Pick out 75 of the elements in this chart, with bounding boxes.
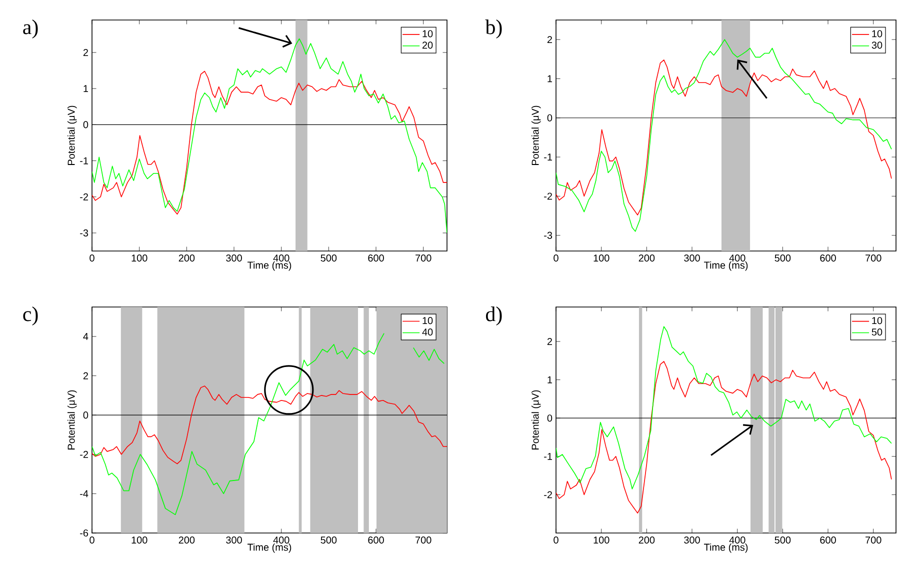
x-tick-label: 700	[866, 254, 882, 262]
x-tick-label: 300	[226, 254, 242, 262]
x-tick-label: 200	[638, 254, 655, 262]
legend-label: 20	[422, 42, 433, 49]
y-tick-label: 0	[547, 414, 552, 422]
x-tick-label: 0	[90, 254, 94, 262]
y-tick-label: -1	[544, 452, 552, 460]
x-tick-label: 600	[820, 254, 836, 262]
y-tick-label: -2	[544, 491, 552, 498]
x-tick-label: 0	[554, 254, 558, 262]
y-axis-title: Potential (μV)	[531, 390, 541, 450]
x-tick-label: 200	[178, 254, 195, 262]
chart-title: b)	[485, 20, 502, 38]
x-tick-label: 400	[729, 254, 746, 262]
x-tick-label: 100	[594, 536, 610, 544]
y-tick-label: -2	[544, 192, 552, 200]
y-tick-label: 4	[83, 333, 88, 340]
x-tick-label: 700	[416, 536, 432, 544]
y-tick-label: -3	[544, 232, 552, 239]
y-tick-label: 0	[547, 114, 552, 122]
y-tick-label: -6	[80, 529, 88, 537]
chart-title: c)	[23, 306, 38, 326]
legend-label: 40	[422, 328, 433, 336]
x-tick-label: 500	[320, 536, 337, 544]
y-tick-label: -2	[80, 450, 88, 458]
legend-label: 30	[872, 42, 882, 49]
chart-title: d)	[486, 306, 502, 326]
legend-label: 10	[422, 317, 433, 324]
x-tick-label: 100	[132, 254, 148, 262]
x-axis-title: Time (ms)	[247, 261, 292, 271]
y-tick-label: 0	[83, 412, 88, 419]
y-tick-label: 1	[548, 376, 552, 384]
x-axis-title: Time (ms)	[247, 543, 292, 553]
chart-title: a)	[23, 20, 38, 38]
x-tick-label: 100	[594, 254, 610, 262]
x-tick-label: 100	[132, 536, 148, 544]
x-tick-label: 700	[416, 254, 432, 262]
legend-label: 50	[872, 328, 882, 336]
x-tick-label: 400	[273, 254, 290, 262]
x-axis-title: Time (ms)	[704, 543, 748, 553]
y-tick-label: 0	[83, 121, 88, 128]
x-tick-label: 500	[774, 536, 791, 544]
legend-label: 10	[872, 30, 882, 38]
y-tick-label: 2	[83, 49, 88, 56]
legend-label: 10	[422, 30, 433, 38]
y-axis-title: Potential (μV)	[67, 106, 77, 165]
x-tick-label: 600	[368, 254, 384, 262]
x-tick-label: 0	[554, 536, 558, 544]
y-axis-title: Potential (μV)	[67, 390, 77, 450]
x-tick-label: 400	[729, 536, 746, 544]
y-tick-label: -3	[80, 229, 88, 236]
x-tick-label: 700	[866, 536, 882, 544]
y-tick-label: 2	[83, 372, 88, 380]
y-tick-label: 2	[547, 36, 552, 44]
x-tick-label: 200	[638, 536, 655, 544]
y-tick-label: -4	[80, 490, 88, 498]
x-tick-label: 600	[368, 536, 384, 544]
y-tick-label: -1	[544, 154, 552, 160]
x-tick-label: 500	[774, 254, 791, 262]
y-axis-title: Potential (μV)	[531, 106, 541, 165]
x-tick-label: 300	[226, 536, 242, 544]
y-tick-label: -1	[80, 157, 88, 164]
y-tick-label: 1	[548, 75, 552, 82]
x-axis-title: Time (ms)	[704, 261, 748, 271]
x-tick-label: 400	[273, 536, 290, 544]
legend-label: 10	[872, 317, 882, 324]
x-tick-label: 500	[320, 254, 337, 262]
x-tick-label: 300	[684, 536, 700, 544]
x-tick-label: 200	[178, 536, 195, 544]
x-tick-label: 0	[90, 536, 94, 544]
x-tick-label: 300	[684, 254, 700, 262]
x-tick-label: 600	[820, 536, 836, 544]
y-tick-label: 1	[84, 85, 88, 92]
y-tick-label: -2	[80, 193, 88, 200]
y-tick-label: 2	[547, 338, 552, 345]
